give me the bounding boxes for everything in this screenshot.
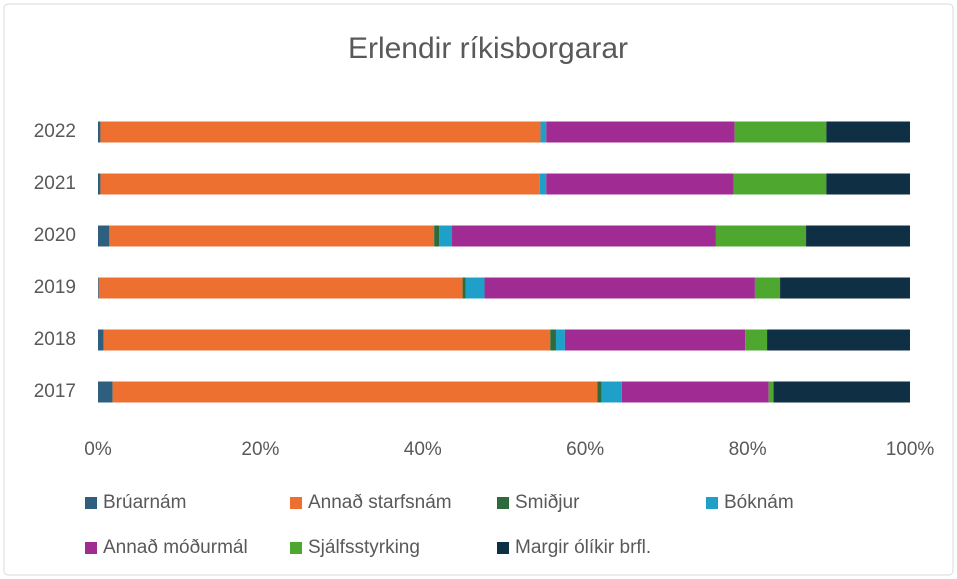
bar-segment	[745, 329, 768, 351]
bar-segment	[550, 329, 556, 351]
bar-segment	[98, 277, 99, 299]
legend-swatch	[497, 542, 509, 554]
bar-segment	[601, 381, 622, 403]
bar-segment	[434, 225, 440, 247]
legend-swatch	[497, 497, 509, 509]
x-tick-label: 80%	[729, 439, 767, 460]
y-tick-label: 2021	[34, 173, 76, 194]
bar-segment	[540, 121, 547, 143]
legend-label: Annað móðurmál	[103, 537, 248, 558]
bar-segment	[100, 121, 541, 143]
x-tick-label: 40%	[404, 439, 442, 460]
bar-segment	[98, 121, 101, 143]
bar-segment	[439, 225, 453, 247]
bar-segment	[539, 173, 547, 195]
bar-segment	[826, 173, 910, 195]
bar-segment	[621, 381, 769, 403]
legend-swatch	[706, 497, 718, 509]
y-tick-label: 2022	[34, 121, 76, 142]
legend-label: Sjálfsstyrking	[308, 537, 420, 558]
bar-segment	[564, 329, 746, 351]
bar-segment	[733, 173, 827, 195]
legend-swatch	[85, 542, 97, 554]
bar-segment	[597, 381, 602, 403]
legend-label: Bóknám	[724, 492, 794, 513]
bar-segment	[767, 329, 910, 351]
bar-segment	[100, 173, 540, 195]
bar-segment	[768, 381, 774, 403]
bar-segment	[465, 277, 485, 299]
legend-swatch	[85, 497, 97, 509]
legend-label: Brúarnám	[103, 492, 186, 513]
y-tick-label: 2017	[34, 381, 76, 402]
bar-segment	[452, 225, 716, 247]
x-tick-label: 100%	[886, 439, 935, 460]
bar-segment	[754, 277, 781, 299]
bar-segment	[715, 225, 807, 247]
bar-segment	[103, 329, 551, 351]
bar-segment	[98, 329, 104, 351]
bar-segment	[806, 225, 910, 247]
y-tick-label: 2020	[34, 225, 76, 246]
bar-segment	[546, 173, 734, 195]
bar-segment	[773, 381, 910, 403]
bar-segment	[98, 277, 463, 299]
x-tick-label: 60%	[566, 439, 604, 460]
legend-label: Margir ólíkir brfl.	[515, 537, 651, 558]
bar-segment	[98, 173, 101, 195]
y-tick-label: 2018	[34, 329, 76, 350]
chart-title: Erlendir ríkisborgarar	[348, 32, 628, 65]
legend-label: Annað starfsnám	[308, 492, 452, 513]
bar-segment	[109, 225, 435, 247]
bar-segment	[98, 381, 113, 403]
bar-segment	[780, 277, 910, 299]
x-tick-label: 20%	[241, 439, 279, 460]
legend-swatch	[290, 542, 302, 554]
bar-segment	[112, 381, 598, 403]
y-tick-label: 2019	[34, 277, 76, 298]
bar-segment	[555, 329, 565, 351]
bar-segment	[98, 225, 110, 247]
legend-swatch	[290, 497, 302, 509]
bar-segment	[462, 277, 466, 299]
bar-segment	[826, 121, 910, 143]
bar-segment	[546, 121, 735, 143]
legend-label: Smiðjur	[515, 492, 580, 513]
bar-segment	[484, 277, 755, 299]
bar-segment	[734, 121, 827, 143]
x-tick-label: 0%	[84, 439, 112, 460]
